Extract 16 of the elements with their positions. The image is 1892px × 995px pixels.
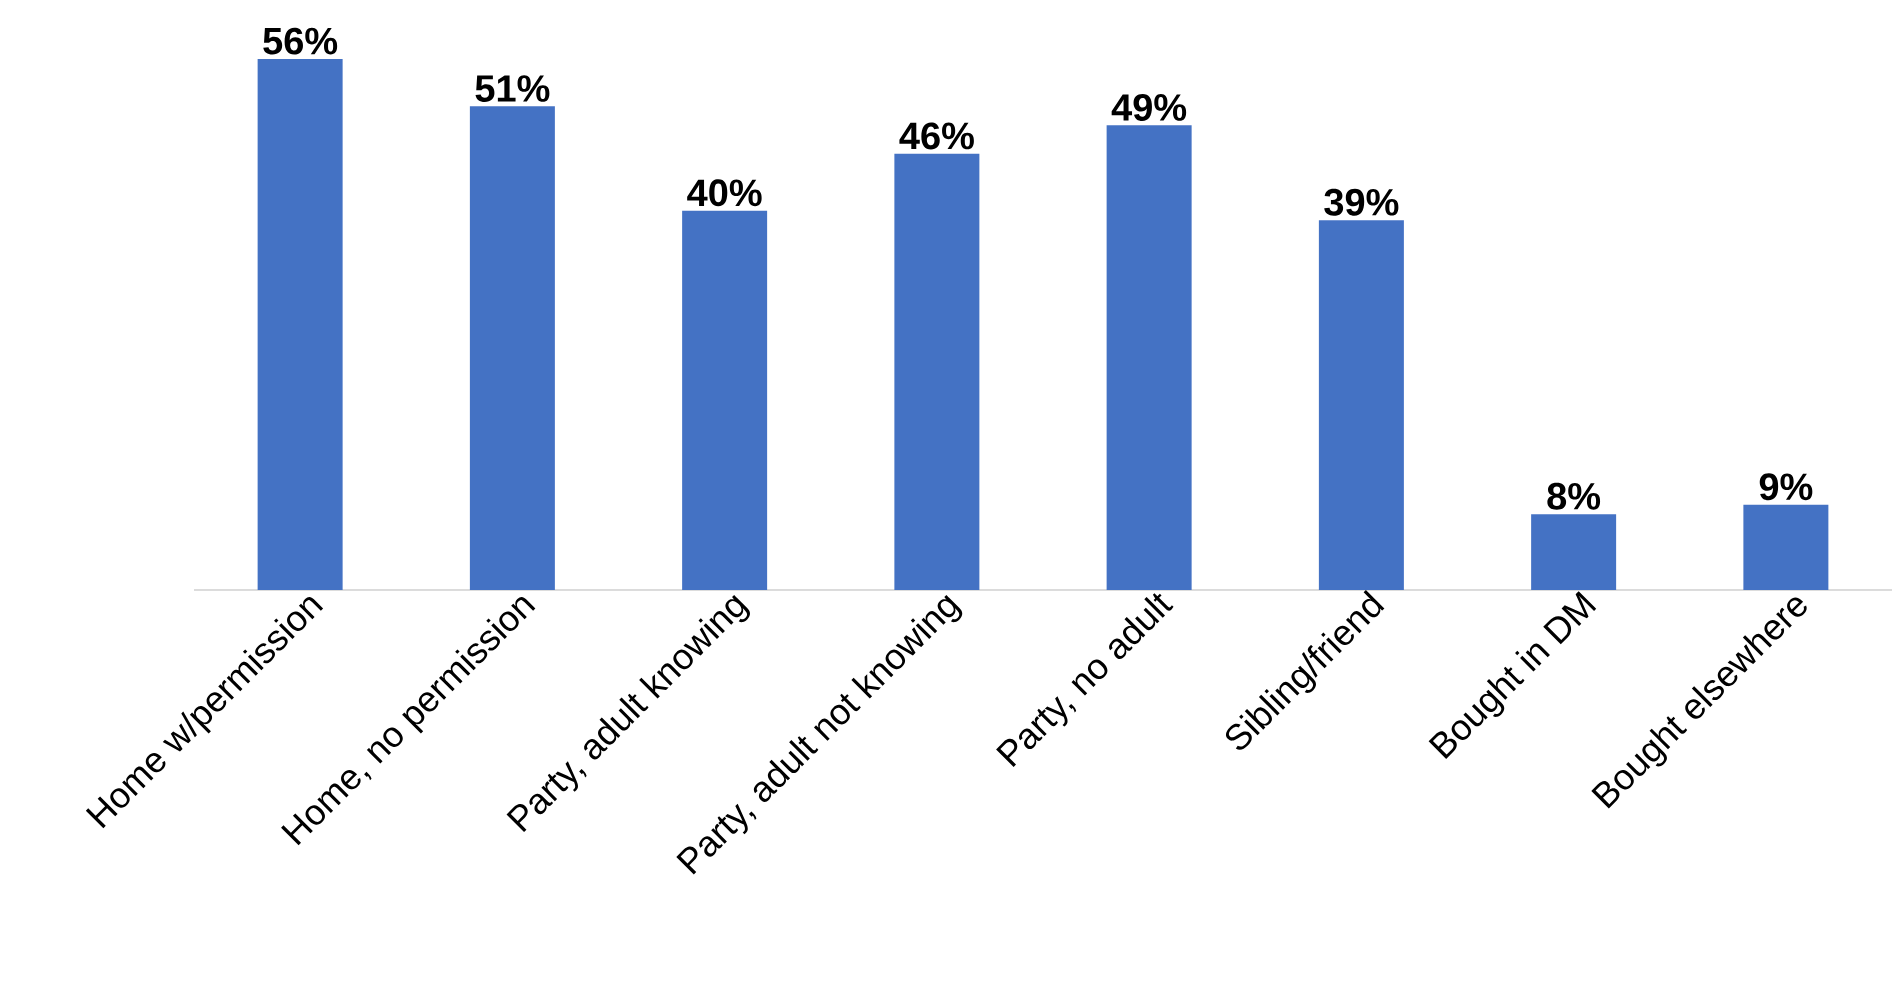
bar <box>1106 125 1192 590</box>
data-label: 8% <box>1547 482 1601 510</box>
data-label: 40% <box>687 179 762 207</box>
bar <box>1318 220 1404 590</box>
bar <box>1743 504 1829 590</box>
bar <box>894 153 980 590</box>
data-label: 49% <box>1111 94 1187 121</box>
data-label: 9% <box>1759 473 1813 501</box>
data-label: 46% <box>899 122 974 150</box>
bar <box>682 210 768 590</box>
data-label: 51% <box>475 75 550 102</box>
bar <box>257 58 343 590</box>
data-label: 56% <box>263 27 338 55</box>
data-label: 39% <box>1324 188 1399 216</box>
bar <box>1531 514 1617 590</box>
bar <box>469 106 555 590</box>
